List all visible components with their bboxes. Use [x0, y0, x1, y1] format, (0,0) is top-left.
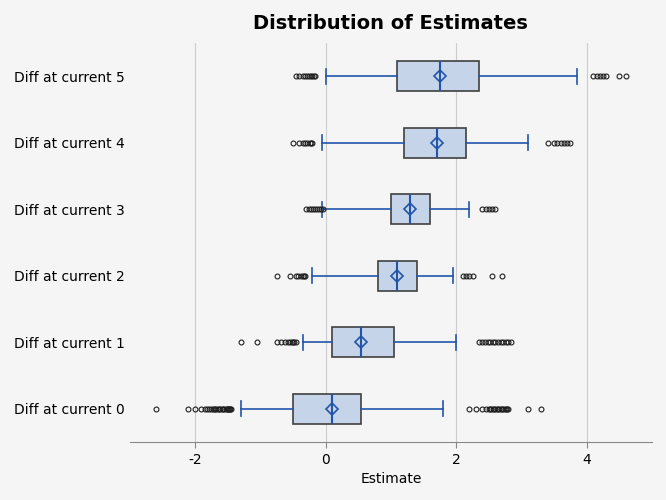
X-axis label: Estimate: Estimate [360, 472, 422, 486]
PathPatch shape [293, 394, 362, 424]
PathPatch shape [391, 194, 430, 224]
PathPatch shape [378, 261, 417, 290]
PathPatch shape [332, 328, 394, 358]
PathPatch shape [398, 61, 479, 91]
Title: Distribution of Estimates: Distribution of Estimates [254, 14, 528, 33]
PathPatch shape [404, 128, 466, 158]
